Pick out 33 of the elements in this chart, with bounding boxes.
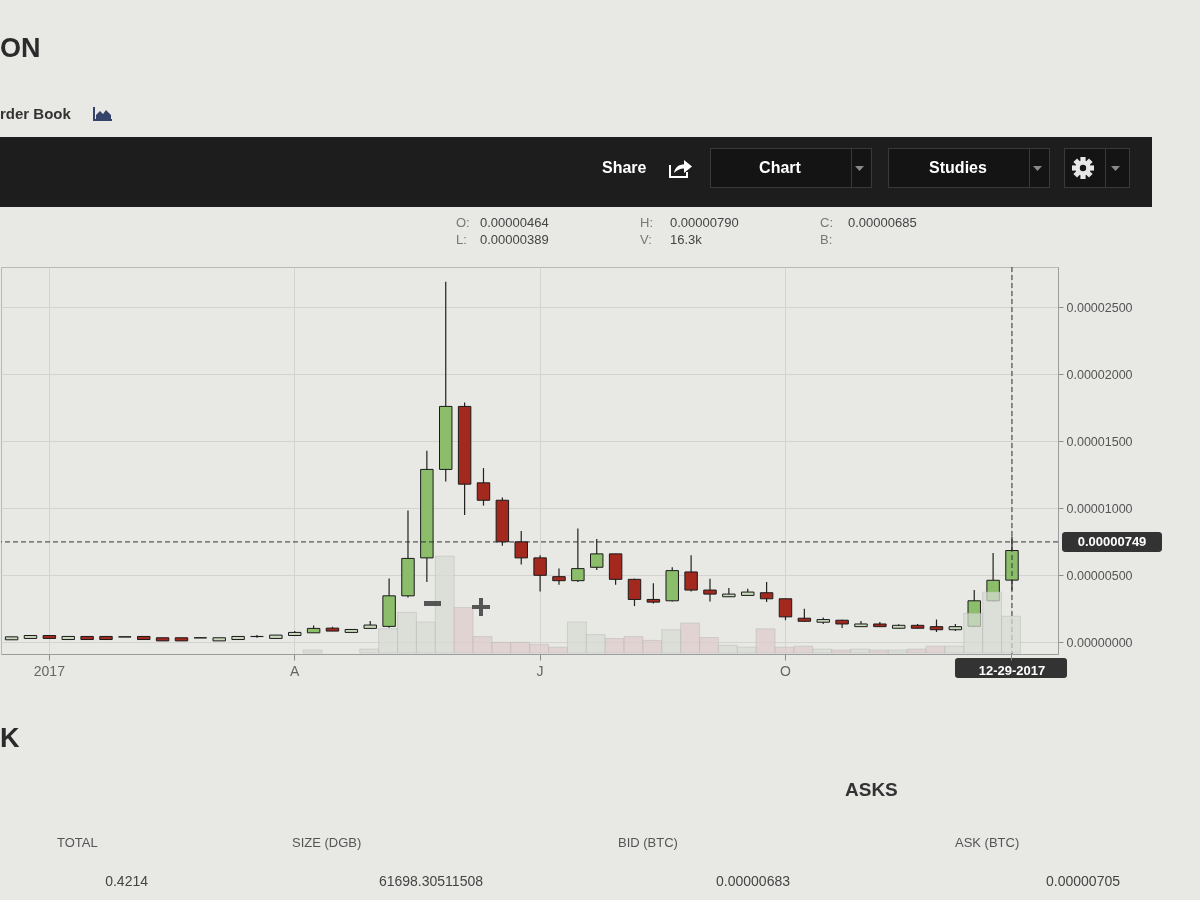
text: 0.00000683 <box>716 873 790 890</box>
text: TOTAL <box>57 835 98 851</box>
x-tick-label: O <box>780 662 792 679</box>
text: V: 16.3k <box>640 232 702 247</box>
x-tick-label: A <box>290 662 301 679</box>
text: ON <box>0 33 41 65</box>
text: L: 0.00000389 <box>456 232 549 248</box>
text: 0.00000705 <box>1046 873 1120 890</box>
text: O: 0.00000464 <box>456 215 549 231</box>
x-tick-label: 12-29-2017 <box>978 662 1046 678</box>
text: ASKS <box>845 779 898 801</box>
text: H: 0.00000790 <box>640 215 739 230</box>
text: 61698.30511508 <box>378 873 483 890</box>
text: BID (BTC) <box>618 835 678 851</box>
text: Chart <box>758 159 802 178</box>
y-tick-label: 0.00000500 <box>1066 568 1133 583</box>
y-tick-label: 0.00002500 <box>1066 300 1133 315</box>
y-tick-label: 0.00001000 <box>1066 501 1133 516</box>
text: 0.4214 <box>105 873 148 890</box>
text: ASK (BTC) <box>955 835 1020 851</box>
y-tick-label: 0.00002000 <box>1066 367 1133 382</box>
y-tick-label: 0.00000000 <box>1066 635 1133 650</box>
text: rder Book <box>0 105 71 123</box>
text: K <box>0 723 20 755</box>
y-tick-label: 0.00001500 <box>1066 434 1133 449</box>
text: C: 0.00000685 <box>820 215 917 231</box>
text: Share <box>602 159 647 178</box>
text: B: <box>820 232 834 248</box>
text: SIZE (DGB) <box>292 835 362 851</box>
x-tick-label: 2017 <box>33 662 66 679</box>
text: Studies <box>928 159 988 178</box>
ref-line-label: 0.00000749 <box>1077 533 1147 549</box>
x-tick-label: J <box>536 662 544 679</box>
